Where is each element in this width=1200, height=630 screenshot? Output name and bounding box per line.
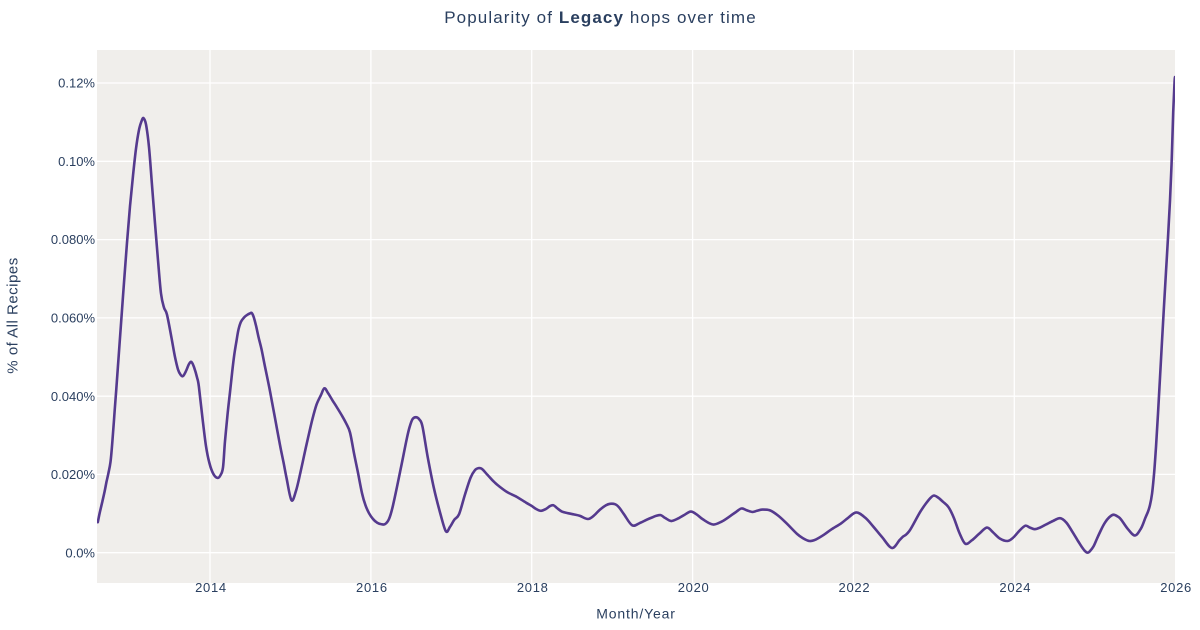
svg-text:2018: 2018 <box>517 580 549 595</box>
svg-text:2022: 2022 <box>839 580 871 595</box>
svg-text:2014: 2014 <box>195 580 227 595</box>
svg-text:Month/Year: Month/Year <box>596 606 676 622</box>
svg-text:2016: 2016 <box>356 580 388 595</box>
svg-text:0.0%: 0.0% <box>65 545 95 560</box>
svg-text:% of All Recipes: % of All Recipes <box>5 257 22 373</box>
svg-text:Popularity of Legacy hops over: Popularity of Legacy hops over time <box>444 8 757 27</box>
svg-text:2020: 2020 <box>678 580 710 595</box>
svg-text:2024: 2024 <box>999 580 1031 595</box>
svg-text:2026: 2026 <box>1160 580 1192 595</box>
svg-text:0.020%: 0.020% <box>51 467 96 482</box>
svg-text:0.060%: 0.060% <box>51 311 96 326</box>
svg-text:0.080%: 0.080% <box>51 232 96 247</box>
svg-text:0.040%: 0.040% <box>51 389 96 404</box>
svg-text:0.12%: 0.12% <box>58 76 95 91</box>
svg-text:0.10%: 0.10% <box>58 154 95 169</box>
